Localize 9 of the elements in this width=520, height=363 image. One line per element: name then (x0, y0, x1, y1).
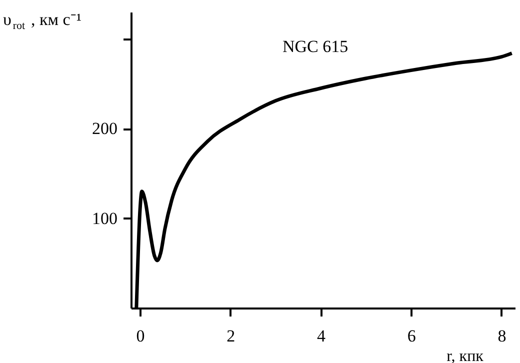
y-tick-label: 200 (92, 119, 118, 138)
x-tick-label: 0 (136, 326, 145, 346)
x-tick-label: 6 (407, 326, 416, 346)
y-tick-label: 100 (92, 208, 118, 228)
line-series (134, 52, 514, 308)
x-tick-label: 8 (498, 326, 506, 346)
annotation: NGC 615 (282, 37, 348, 56)
x-tick-label: 2 (226, 326, 236, 346)
x-tick-label: 4 (316, 326, 326, 346)
